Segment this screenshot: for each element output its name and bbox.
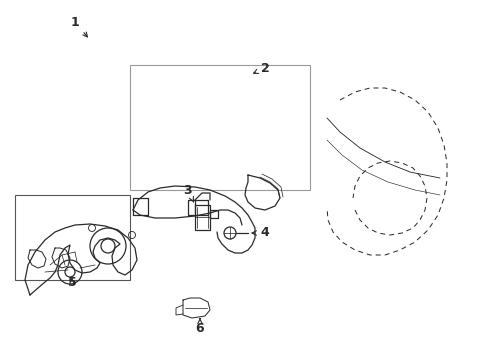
Text: 3: 3	[183, 184, 193, 202]
Text: 6: 6	[195, 319, 204, 334]
Bar	[130, 65, 309, 190]
Text: 5: 5	[67, 275, 76, 288]
Text: 2: 2	[253, 62, 269, 75]
Text: 1: 1	[70, 15, 87, 37]
Bar	[15, 195, 130, 280]
Text: 4: 4	[251, 226, 269, 239]
